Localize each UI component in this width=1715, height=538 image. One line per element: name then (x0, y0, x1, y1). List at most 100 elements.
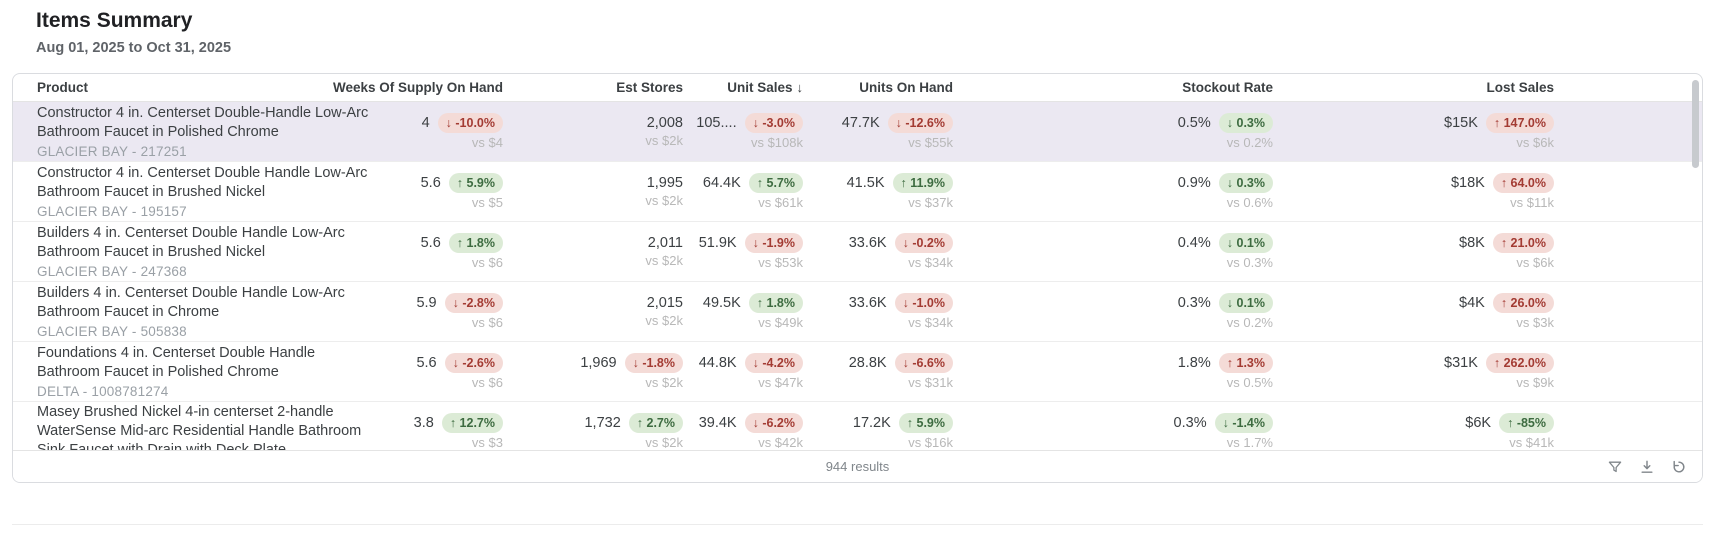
vertical-scrollbar[interactable] (1692, 80, 1699, 168)
table-row[interactable]: Builders 4 in. Centerset Double Handle L… (13, 282, 1702, 342)
change-badge: ↓ -1.0% (894, 293, 953, 313)
metric-value: 2,008 (646, 115, 683, 131)
product-name: Builders 4 in. Centerset Double Handle L… (37, 225, 345, 260)
column-header-est-stores[interactable]: Est Stores (616, 80, 683, 95)
metric-line: $18K ↑ 64.0% (1451, 173, 1554, 193)
product-cell: Builders 4 in. Centerset Double Handle L… (13, 224, 387, 279)
metric-line: $15K ↑ 147.0% (1444, 113, 1554, 133)
metric-line: $4K ↑ 26.0% (1459, 293, 1554, 313)
table-row[interactable]: Constructor 4 in. Centerset Double Handl… (13, 162, 1702, 222)
column-header-units-on-hand[interactable]: Units On Hand (859, 80, 953, 95)
metric-line: 44.8K ↓ -4.2% (699, 353, 803, 373)
change-badge: ↓ -6.2% (744, 413, 803, 433)
comparison-value: vs $2k (645, 253, 683, 268)
section-divider (12, 524, 1703, 525)
change-badge: ↓ 0.1% (1218, 293, 1273, 313)
comparison-value: vs $4 (471, 135, 503, 150)
comparison-value: vs $2k (645, 193, 683, 208)
metric-line: 64.4K ↑ 5.7% (703, 173, 803, 193)
change-badge: ↓ 0.3% (1218, 173, 1273, 193)
column-header-lost-sales[interactable]: Lost Sales (1486, 80, 1554, 95)
change-badge: ↓ -6.6% (894, 353, 953, 373)
metric-value: 0.4% (1177, 235, 1211, 251)
column-header-product[interactable]: Product (37, 80, 89, 95)
metric-line: 51.9K ↓ -1.9% (699, 233, 803, 253)
metric-value: 0.3% (1177, 295, 1211, 311)
metric-value: 3.8 (413, 415, 434, 431)
change-badge: ↓ -2.6% (444, 353, 503, 373)
comparison-value: vs $6 (471, 255, 503, 270)
change-badge: ↓ -1.9% (744, 233, 803, 253)
comparison-value: vs $11k (1510, 195, 1554, 210)
change-badge: ↑ 262.0% (1485, 353, 1554, 373)
product-sku: GLACIER BAY - 247368 (37, 264, 187, 279)
units-on-hand-cell: 33.6K ↓ -1.0% vs $34k (803, 293, 953, 330)
change-badge: ↑ 1.8% (748, 293, 803, 313)
metric-value: 5.6 (420, 235, 441, 251)
download-button[interactable] (1638, 458, 1656, 476)
product-cell: Constructor 4 in. Centerset Double Handl… (13, 164, 387, 219)
metric-line: 0.9% ↓ 0.3% (1178, 173, 1273, 193)
download-icon (1641, 460, 1653, 473)
metric-line: 5.9 ↓ -2.8% (416, 293, 503, 313)
column-header-unit-sales[interactable]: Unit Sales ↓ (683, 80, 803, 95)
weeks-of-supply-cell: 5.9 ↓ -2.8% vs $6 (387, 293, 503, 330)
comparison-value: vs $6 (471, 315, 503, 330)
product-cell: Foundations 4 in. Centerset Double Handl… (13, 344, 387, 399)
comparison-value: vs $37k (908, 195, 953, 210)
results-count: 944 results (825, 459, 890, 474)
metric-line: $31K ↑ 262.0% (1444, 353, 1554, 373)
est-stores-cell: 1,732 ↑ 2.7% vs $2k (503, 413, 683, 450)
metric-line: 4 ↓ -10.0% (422, 113, 503, 133)
column-header-stockout-rate[interactable]: Stockout Rate (1182, 80, 1273, 95)
change-badge: ↓ -10.0% (437, 113, 503, 133)
metric-line: 0.4% ↓ 0.1% (1178, 233, 1273, 253)
est-stores-cell: 2,015 vs $2k (503, 295, 683, 328)
product-name: Constructor 4 in. Centerset Double Handl… (37, 165, 368, 200)
comparison-value: vs $49k (758, 315, 803, 330)
comparison-value: vs $16k (908, 435, 953, 450)
product-cell: Masey Brushed Nickel 4-in centerset 2-ha… (13, 403, 387, 450)
comparison-value: vs 0.6% (1226, 195, 1273, 210)
metric-line: 3.8 ↑ 12.7% (414, 413, 503, 433)
est-stores-cell: 1,995 vs $2k (503, 175, 683, 208)
restore-button[interactable] (1670, 458, 1688, 476)
table-row[interactable]: Builders 4 in. Centerset Double Handle L… (13, 222, 1702, 282)
filter-button[interactable] (1606, 458, 1624, 476)
metric-value: 64.4K (702, 175, 741, 191)
change-badge: ↑ -85% (1499, 413, 1554, 433)
units-on-hand-cell: 33.6K ↓ -0.2% vs $34k (803, 233, 953, 270)
stockout-rate-cell: 0.3% ↓ -1.4% vs 1.7% (953, 413, 1273, 450)
metric-value: 5.6 (416, 355, 437, 371)
table-row[interactable]: Masey Brushed Nickel 4-in centerset 2-ha… (13, 402, 1702, 450)
metric-line: 47.7K ↓ -12.6% (842, 113, 953, 133)
units-on-hand-cell: 41.5K ↑ 11.9% vs $37k (803, 173, 953, 210)
comparison-value: vs $34k (908, 315, 953, 330)
metric-value: 5.9 (416, 295, 437, 311)
product-cell: Builders 4 in. Centerset Double Handle L… (13, 284, 387, 339)
table-row[interactable]: Foundations 4 in. Centerset Double Handl… (13, 342, 1702, 402)
metric-line: 33.6K ↓ -0.2% (849, 233, 953, 253)
change-badge: ↓ -1.8% (624, 353, 683, 373)
units-on-hand-cell: 17.2K ↑ 5.9% vs $16k (803, 413, 953, 450)
metric-value: 1,732 (584, 415, 621, 431)
metric-value: 2,015 (646, 295, 683, 311)
metric-value: 49.5K (702, 295, 741, 311)
metric-line: 5.6 ↓ -2.6% (416, 353, 503, 373)
comparison-value: vs $55k (908, 135, 953, 150)
column-header-weeks-of-supply[interactable]: Weeks Of Supply On Hand (332, 80, 503, 95)
table-row[interactable]: Constructor 4 in. Centerset Double-Handl… (13, 102, 1702, 162)
unit-sales-cell: 49.5K ↑ 1.8% vs $49k (683, 293, 803, 330)
change-badge: ↑ 2.7% (628, 413, 683, 433)
table-footer: 944 results (13, 450, 1702, 482)
metric-line: 2,011 (648, 235, 683, 251)
metric-line: 0.3% ↓ 0.1% (1178, 293, 1273, 313)
metric-value: 5.6 (420, 175, 441, 191)
est-stores-cell: 2,011 vs $2k (503, 235, 683, 268)
metric-value: 1,969 (580, 355, 617, 371)
metric-line: 5.6 ↑ 1.8% (421, 233, 503, 253)
stockout-rate-cell: 1.8% ↑ 1.3% vs 0.5% (953, 353, 1273, 390)
change-badge: ↑ 1.3% (1218, 353, 1273, 373)
stockout-rate-cell: 0.3% ↓ 0.1% vs 0.2% (953, 293, 1273, 330)
metric-line: 39.4K ↓ -6.2% (699, 413, 803, 433)
